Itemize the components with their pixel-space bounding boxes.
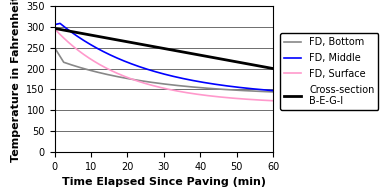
Line: FD, Bottom: FD, Bottom — [55, 48, 273, 92]
FD, Bottom — [181, 85, 186, 87]
FD, Surface — [271, 100, 275, 102]
FD, Surface — [151, 85, 156, 87]
FD, Surface — [217, 96, 222, 98]
Line: Cross-section
B-E-G-I: Cross-section B-E-G-I — [55, 28, 273, 68]
FD, Surface — [198, 94, 203, 96]
Cross-section
B-E-G-I — [198, 54, 203, 56]
FD, Bottom — [271, 91, 275, 93]
Cross-section
B-E-G-I — [91, 34, 96, 37]
X-axis label: Time Elapsed Since Paving (min): Time Elapsed Since Paving (min) — [62, 177, 266, 187]
FD, Bottom — [108, 74, 113, 76]
FD, Middle — [181, 77, 186, 80]
FD, Middle — [199, 81, 203, 83]
FD, Bottom — [151, 82, 156, 84]
FD, Middle — [52, 23, 57, 26]
Cross-section
B-E-G-I — [108, 38, 113, 40]
FD, Surface — [181, 91, 186, 93]
FD, Bottom — [198, 87, 203, 89]
Line: FD, Surface: FD, Surface — [55, 29, 273, 101]
Y-axis label: Temperature in Fahrenheit: Temperature in Fahrenheit — [11, 0, 21, 162]
Cross-section
B-E-G-I — [271, 67, 275, 70]
FD, Middle — [91, 45, 96, 48]
FD, Middle — [271, 90, 275, 92]
FD, Middle — [58, 22, 62, 25]
FD, Middle — [217, 84, 222, 86]
Cross-section
B-E-G-I — [181, 51, 186, 53]
FD, Bottom — [91, 70, 96, 72]
FD, Surface — [91, 60, 96, 62]
Cross-section
B-E-G-I — [151, 45, 156, 48]
FD, Surface — [108, 69, 113, 72]
Cross-section
B-E-G-I — [52, 27, 57, 30]
Cross-section
B-E-G-I — [217, 58, 222, 60]
FD, Surface — [52, 28, 57, 30]
FD, Bottom — [52, 46, 57, 49]
Line: FD, Middle: FD, Middle — [55, 23, 273, 91]
FD, Bottom — [217, 88, 222, 90]
FD, Middle — [151, 70, 156, 72]
FD, Middle — [109, 54, 113, 57]
Legend: FD, Bottom, FD, Middle, FD, Surface, Cross-section
B-E-G-I: FD, Bottom, FD, Middle, FD, Surface, Cro… — [280, 33, 378, 110]
